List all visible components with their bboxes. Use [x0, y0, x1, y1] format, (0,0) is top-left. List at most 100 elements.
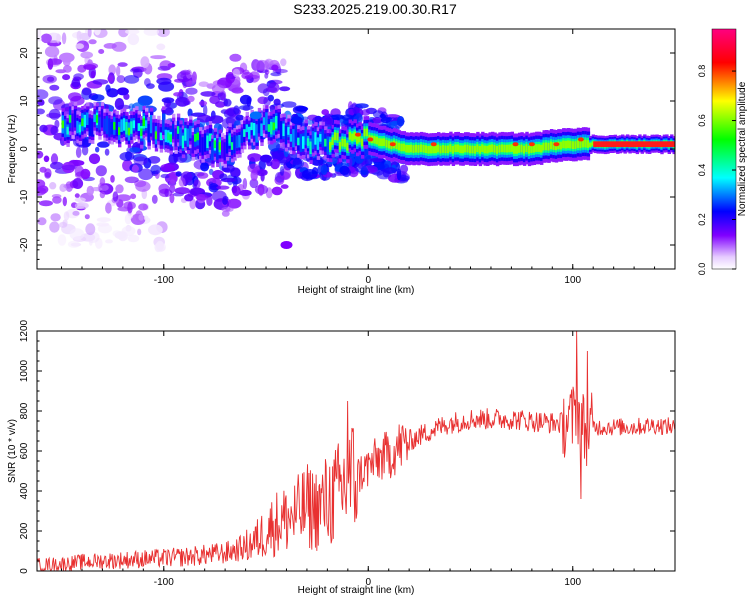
heatmap-cell: [103, 118, 107, 132]
colorbar-label: Normalized spectral amplitude: [737, 81, 748, 216]
heatmap-cell: [151, 194, 158, 204]
heatmap-cell: [549, 141, 554, 150]
heatmap-cell: [222, 196, 229, 202]
heatmap-cell: [172, 123, 176, 137]
heatmap-cell: [117, 231, 128, 242]
heatmap-cell: [429, 145, 433, 154]
snr-y-tick-label: 200: [19, 522, 30, 539]
heatmap-cell: [80, 51, 93, 59]
heatmap-cell: [267, 124, 272, 132]
heatmap-cell: [331, 137, 335, 145]
heatmap-cell: [130, 121, 134, 134]
heatmap-cell: [200, 91, 216, 97]
heatmap-cell: [385, 139, 389, 148]
heatmap-cell: [85, 223, 96, 236]
heatmap-cell: [78, 124, 83, 133]
heatmap-cell: [90, 70, 96, 79]
heatmap-cell: [569, 140, 573, 149]
heatmap-cell: [284, 126, 289, 145]
heatmap-cell: [169, 179, 176, 188]
heatmap-cell: [532, 144, 537, 153]
heatmap-cell: [375, 136, 379, 145]
heatmap-cell: [49, 182, 57, 190]
heatmap-cell: [73, 73, 84, 80]
heatmap-cell: [96, 217, 111, 223]
heatmap-cell: [314, 115, 322, 124]
heatmap-cell: [240, 130, 245, 143]
heatmap-cell: [280, 184, 289, 189]
heatmap-cell: [294, 124, 299, 143]
heatmap-cell: [249, 111, 262, 120]
heatmap-cell: [255, 124, 259, 143]
heatmap-cell: [147, 124, 151, 143]
heatmap-cell: [461, 145, 465, 154]
heatmap-cell: [279, 166, 285, 176]
heatmap-cell: [155, 240, 164, 251]
heatmap-cell: [522, 145, 527, 154]
heatmap-cell: [311, 157, 324, 166]
heatmap-cell: [110, 175, 115, 183]
heatmap-cell: [174, 128, 178, 147]
heatmap-cell: [88, 153, 101, 165]
spectrogram-y-tick-label: -10: [19, 189, 30, 204]
spectrogram-x-tick-label: 100: [564, 275, 581, 286]
heatmap-cell: [589, 142, 593, 147]
heatmap-cell: [203, 133, 208, 152]
heatmap-cell: [206, 195, 213, 206]
heatmap-cell: [74, 202, 89, 210]
heatmap-cell: [281, 101, 297, 108]
heatmap-cell: [351, 133, 355, 142]
heatmap-cell: [491, 144, 495, 152]
heatmap-cell: [395, 141, 399, 150]
heatmap-cell: [72, 178, 84, 189]
heatmap-cell: [270, 158, 280, 170]
heatmap-cell: [93, 29, 101, 36]
heatmap-cell: [260, 154, 272, 163]
heatmap-cell: [500, 144, 505, 153]
heatmap-cell: [379, 113, 386, 119]
heatmap-cell: [358, 134, 362, 143]
heatmap-cell: [586, 140, 591, 148]
heatmap-cell: [231, 87, 244, 94]
heatmap-cell: [131, 164, 139, 173]
heatmap-cell: [571, 141, 576, 149]
heatmap-cell: [246, 96, 252, 107]
heatmap-cell: [40, 33, 52, 44]
spectrogram-xlabel: Height of straight line (km): [298, 285, 415, 296]
heatmap-cell: [150, 55, 167, 60]
heatmap-cell: [154, 131, 159, 140]
heatmap-cell: [206, 135, 210, 148]
heatmap-cell: [412, 145, 416, 153]
heatmap-cell: [116, 75, 126, 84]
snr-plot-area: [37, 331, 675, 571]
heatmap-cell: [321, 109, 330, 116]
heatmap-cell: [37, 99, 45, 106]
heatmap-cell: [157, 65, 171, 71]
heatmap-cell: [397, 175, 410, 182]
heatmap-cell: [39, 200, 53, 207]
heatmap-cell: [510, 144, 514, 152]
colorbar-tick-label: 0.2: [697, 213, 707, 226]
heatmap-cell: [530, 145, 534, 153]
heatmap-cell: [584, 139, 588, 148]
heatmap-cell: [675, 143, 678, 147]
heatmap-cell: [135, 113, 139, 132]
heatmap-cell: [198, 81, 209, 87]
heatmap-cell: [540, 144, 544, 153]
heatmap-cell: [219, 173, 228, 181]
heatmap-cell: [241, 72, 254, 80]
heatmap-cell: [83, 114, 87, 128]
snr-y-tick-label: 400: [19, 482, 30, 499]
heatmap-cell: [63, 65, 72, 73]
heatmap-cell: [91, 94, 105, 102]
heatmap-cell: [486, 145, 490, 154]
heatmap-cell: [292, 157, 302, 169]
heatmap-cell: [263, 96, 271, 107]
heatmap-cell: [248, 126, 252, 140]
heatmap-cell: [495, 146, 500, 154]
heatmap-cell: [110, 122, 114, 135]
heatmap-cell: [427, 145, 431, 154]
heatmap-cell: [269, 105, 276, 110]
heatmap-cell: [100, 109, 105, 128]
heatmap-cell: [81, 145, 89, 156]
